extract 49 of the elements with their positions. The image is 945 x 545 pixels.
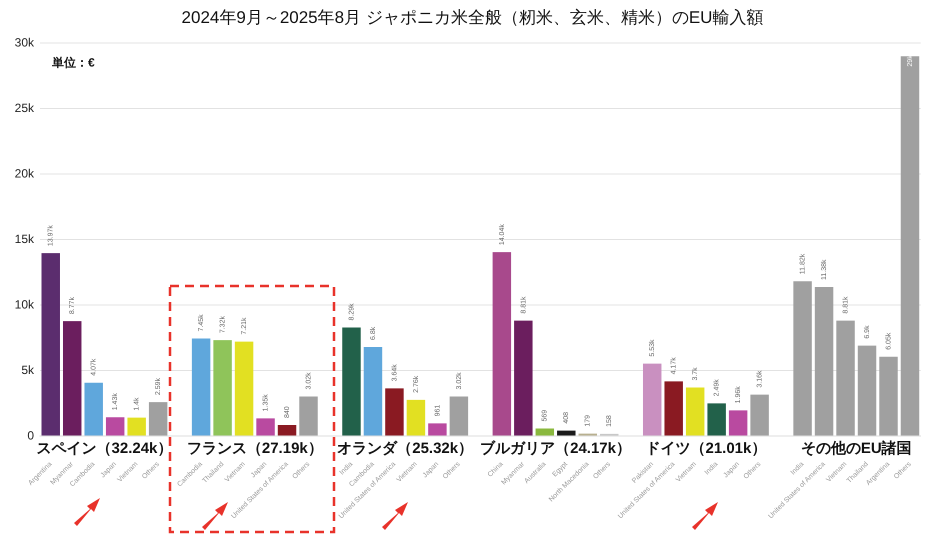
y-tick-label: 20k — [14, 166, 35, 180]
bar — [492, 252, 512, 436]
bar — [879, 356, 898, 436]
bar — [900, 56, 920, 436]
bar — [836, 320, 855, 436]
bar — [192, 338, 210, 436]
bar — [728, 410, 748, 436]
bar — [814, 287, 834, 436]
bar — [514, 320, 533, 436]
bar — [664, 381, 683, 436]
annotation: 単位：€ — [51, 56, 95, 70]
text: オランダ（25.32k） — [337, 440, 474, 458]
bar — [385, 388, 404, 436]
text: ドイツ（21.01k） — [645, 440, 766, 458]
text: フランス（27.19k） — [186, 440, 323, 458]
y-tick-label: 15k — [14, 232, 35, 246]
bar — [557, 430, 576, 436]
bar — [278, 425, 296, 436]
y-tick-label: 25k — [14, 100, 35, 115]
bar — [148, 402, 168, 436]
chart-title: 2024年9月～2025年8月 ジャポニカ米全般（籾米、玄米、精米）のEU輸入額 — [180, 7, 764, 29]
y-tick-label: 10k — [14, 297, 35, 312]
bar — [642, 364, 662, 436]
bar — [686, 388, 704, 436]
bar — [127, 418, 146, 436]
y-tick-label: 30k — [14, 36, 35, 50]
text: スペイン（32.24k） — [36, 440, 172, 458]
bar — [256, 418, 275, 436]
y-tick-label: 5k — [21, 362, 35, 377]
bar — [428, 423, 447, 436]
bar — [536, 428, 554, 436]
bar — [793, 281, 812, 436]
bar — [106, 417, 124, 436]
bar — [750, 394, 769, 436]
bar — [450, 396, 468, 436]
bar — [858, 346, 876, 436]
bar — [299, 396, 318, 436]
bar — [342, 327, 361, 436]
text: その他のEU諸国 — [800, 440, 912, 458]
y-tick-label: 0 — [27, 428, 34, 442]
bar — [406, 400, 426, 436]
bar — [84, 382, 103, 436]
bar — [62, 321, 82, 436]
bar — [364, 346, 382, 436]
bar — [42, 253, 60, 436]
text: ブルガリア（24.17k） — [480, 440, 631, 458]
bar — [707, 403, 726, 436]
bar — [213, 340, 232, 436]
bar — [234, 342, 254, 436]
